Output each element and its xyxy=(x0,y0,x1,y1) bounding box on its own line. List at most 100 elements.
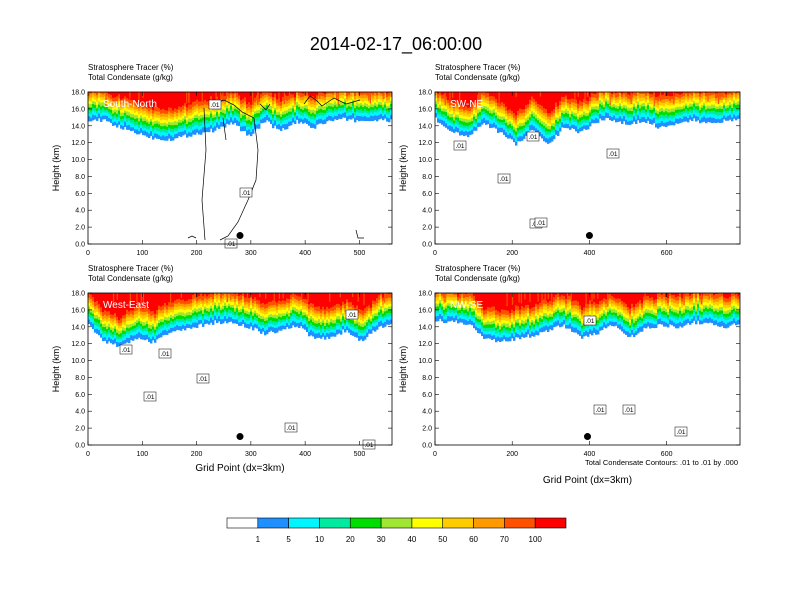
tracer-cell xyxy=(184,129,187,135)
tracer-cell xyxy=(98,311,101,315)
tracer-cell xyxy=(172,318,175,322)
tracer-cell xyxy=(274,304,277,308)
tracer-cell xyxy=(565,92,568,96)
tracer-cell xyxy=(258,317,261,322)
tracer-streak xyxy=(129,293,131,307)
tracer-cell xyxy=(178,131,181,137)
tracer-cell xyxy=(106,101,109,105)
tracer-cell xyxy=(270,323,273,327)
tracer-cell xyxy=(130,113,133,118)
tracer-cell xyxy=(368,293,371,306)
tracer-cell xyxy=(92,94,95,98)
tracer-cell xyxy=(142,92,145,105)
contour-label: .01 xyxy=(208,99,222,110)
tracer-cell xyxy=(184,126,187,131)
tracer-cell xyxy=(206,123,209,128)
tracer-cell xyxy=(527,116,530,121)
tracer-cell xyxy=(553,119,556,124)
tracer-cell xyxy=(527,119,530,124)
tracer-cell xyxy=(451,107,454,111)
tracer-cell xyxy=(172,116,175,120)
tracer-cell xyxy=(316,92,319,96)
tracer-cell xyxy=(216,92,219,97)
tracer-cell xyxy=(290,104,293,108)
tracer-streak xyxy=(129,92,131,99)
tracer-cell xyxy=(202,306,205,311)
tracer-cell xyxy=(354,318,357,322)
tracer-cell xyxy=(134,109,137,113)
tracer-cell xyxy=(380,104,383,108)
tracer-cell xyxy=(224,311,227,317)
tracer-cell xyxy=(118,330,121,335)
tracer-cell xyxy=(336,103,339,107)
tracer-cell xyxy=(94,101,97,105)
tracer-cell xyxy=(475,300,478,304)
tracer-cell xyxy=(294,310,297,314)
tracer-cell xyxy=(208,311,211,315)
tracer-cell xyxy=(224,95,227,101)
tracer-cell xyxy=(459,302,462,305)
tracer-cell xyxy=(366,100,369,105)
tracer-cell xyxy=(270,115,273,120)
tracer-cell xyxy=(322,92,325,93)
tracer-cell xyxy=(236,293,239,297)
tracer-cell xyxy=(493,118,496,123)
tracer-cell xyxy=(98,109,101,114)
tracer-cell xyxy=(537,92,540,104)
tracer-cell xyxy=(695,99,698,103)
y-tick-label: 14.0 xyxy=(71,324,85,331)
tracer-cell xyxy=(172,315,175,319)
tracer-cell xyxy=(274,310,277,315)
tracer-cell xyxy=(481,101,484,106)
tracer-cell xyxy=(725,117,728,121)
tracer-cell xyxy=(733,94,736,98)
tracer-cell xyxy=(212,120,215,125)
tracer-cell xyxy=(324,328,327,333)
tracer-cell xyxy=(350,323,353,327)
tracer-cell xyxy=(477,306,480,310)
tracer-cell xyxy=(719,114,722,120)
tracer-cell xyxy=(681,93,684,97)
tracer-cell xyxy=(292,312,295,317)
tracer-cell xyxy=(469,121,472,125)
tracer-cell xyxy=(246,92,249,105)
tracer-cell xyxy=(260,318,263,323)
tracer-cell xyxy=(260,101,263,105)
tracer-cell xyxy=(122,318,125,322)
tracer-cell xyxy=(294,307,297,312)
tracer-cell xyxy=(258,324,261,328)
tracer-cell xyxy=(507,119,510,123)
tracer-cell xyxy=(300,305,303,310)
tracer-cell xyxy=(118,98,121,101)
tracer-cell xyxy=(182,318,185,322)
tracer-cell xyxy=(332,316,335,321)
tracer-cell xyxy=(316,107,319,111)
tracer-cell xyxy=(188,104,191,110)
tracer-streak xyxy=(459,92,461,102)
tracer-cell xyxy=(224,299,227,303)
tracer-cell xyxy=(471,307,474,312)
tracer-cell xyxy=(212,293,215,295)
tracer-cell xyxy=(455,303,458,307)
tracer-cell xyxy=(270,112,273,116)
tracer-field xyxy=(435,293,740,343)
tracer-cell xyxy=(100,96,103,100)
tracer-cell xyxy=(292,309,295,314)
tracer-cell xyxy=(296,98,299,103)
tracer-cell xyxy=(350,326,353,330)
tracer-cell xyxy=(342,313,345,317)
tracer-cell xyxy=(170,135,173,141)
tracer-cell xyxy=(142,311,145,316)
tracer-cell xyxy=(228,110,231,114)
tracer-cell xyxy=(549,133,552,138)
tracer-cell xyxy=(280,304,283,308)
tracer-streak xyxy=(307,293,309,302)
y-tick-label: 12.0 xyxy=(71,341,85,348)
tracer-cell xyxy=(372,113,375,117)
tracer-cell xyxy=(234,108,237,112)
tracer-cell xyxy=(88,106,91,111)
tracer-cell xyxy=(210,120,213,126)
tracer-cell xyxy=(457,109,460,113)
tracer-cell xyxy=(723,115,726,120)
tracer-cell xyxy=(186,312,189,316)
